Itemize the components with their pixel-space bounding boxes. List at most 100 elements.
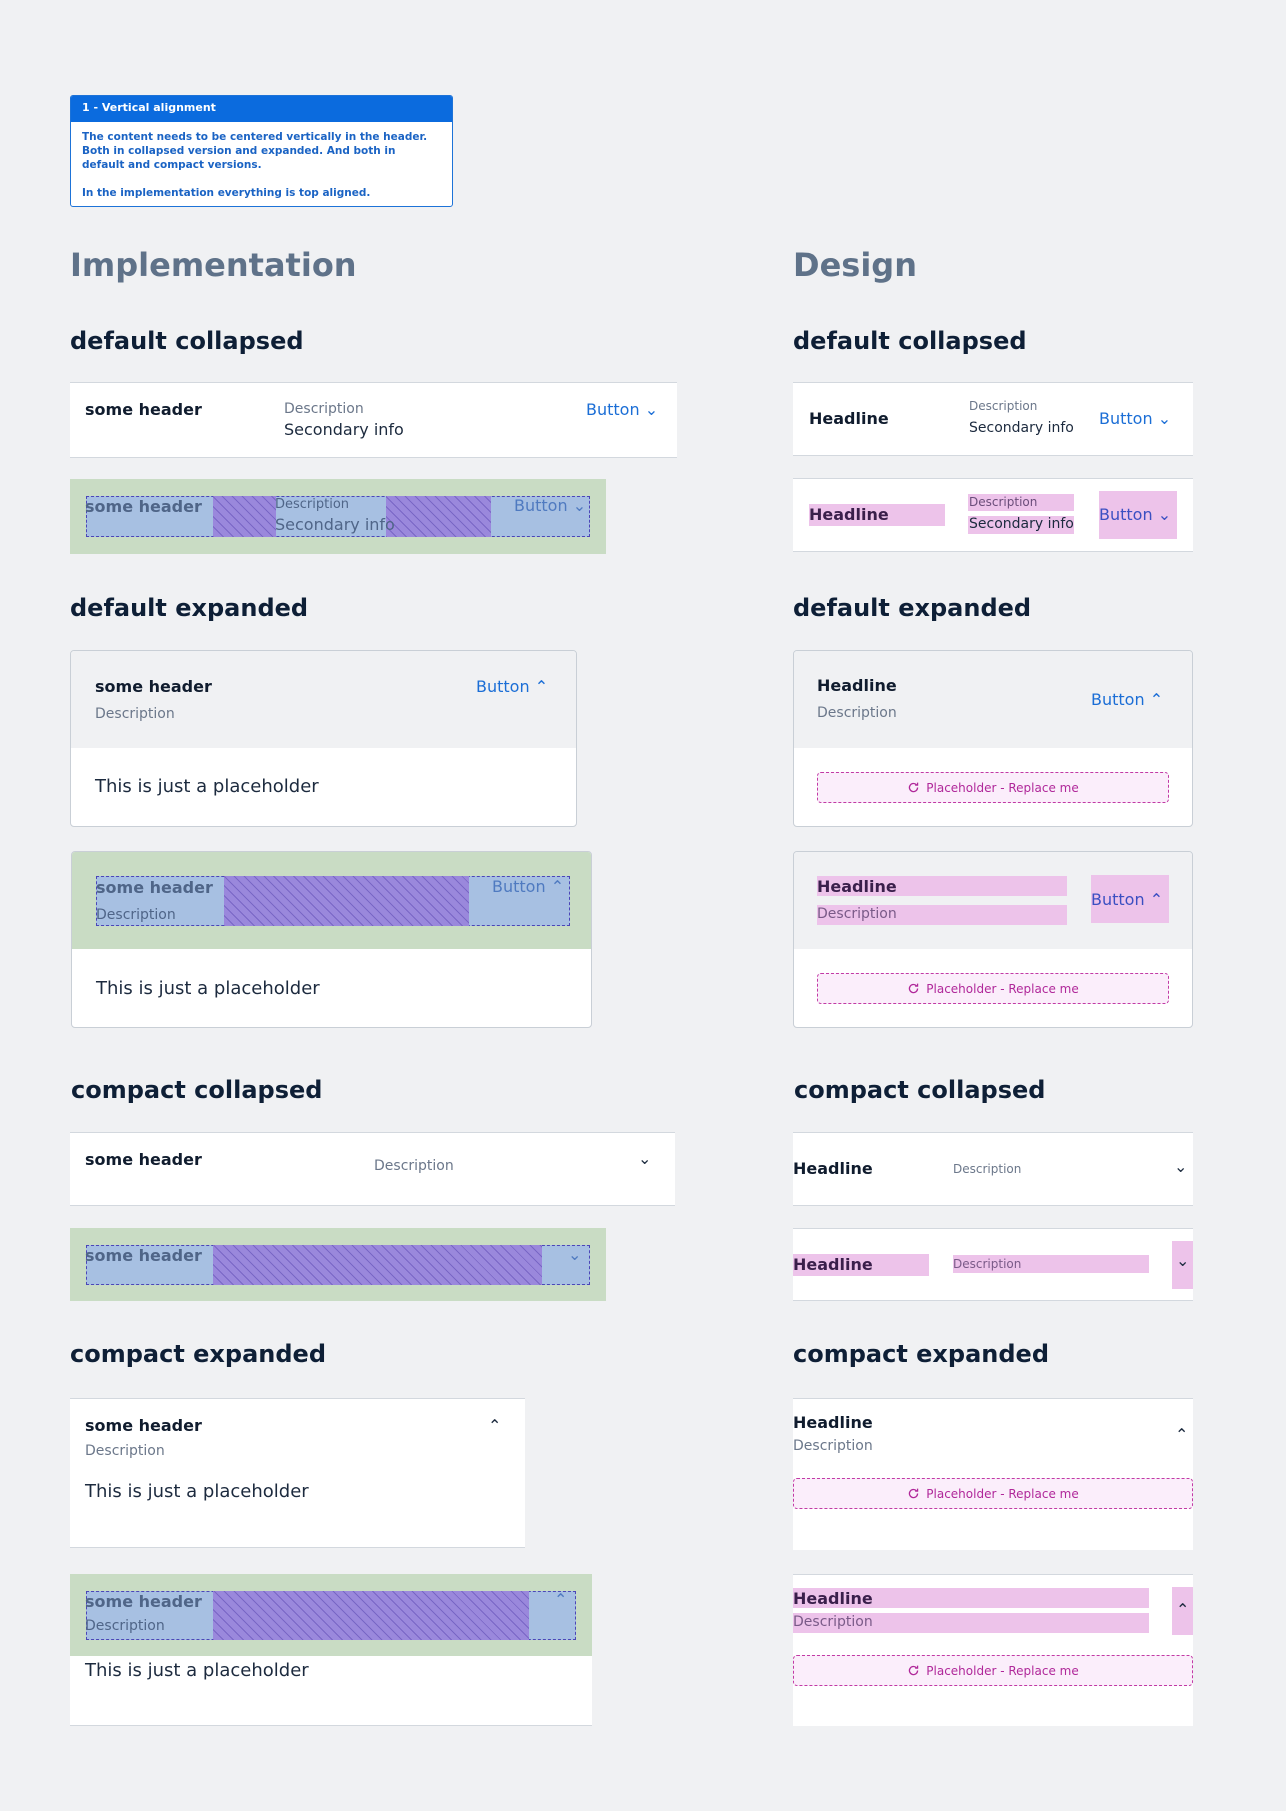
overlay-content: This is just a placeholder [85, 1660, 309, 1681]
placeholder-label: Placeholder - Replace me [926, 1663, 1079, 1678]
accordion-header-title: Headline [793, 1255, 873, 1274]
section-title: compact collapsed [71, 1076, 323, 1104]
design-accordion-compact-collapsed[interactable]: Headline Description ⌄ [793, 1132, 1193, 1206]
accordion-secondary-info: Secondary info [284, 420, 404, 439]
section-title: default collapsed [70, 327, 304, 355]
overlay-gap [386, 496, 491, 537]
accordion-header-title: some header [95, 677, 212, 696]
placeholder-label: Placeholder - Replace me [926, 1486, 1079, 1501]
overlay-pink [817, 905, 1067, 925]
accordion-compact-collapsed[interactable]: some header Description ⌄ [70, 1132, 675, 1206]
overlay-content: This is just a placeholder [96, 978, 320, 999]
chevron-up-icon[interactable]: ⌃ [1175, 1425, 1189, 1444]
accordion-button[interactable]: Button ⌃ [1091, 690, 1163, 709]
chevron-down-icon[interactable]: ⌄ [638, 1149, 652, 1168]
accordion-secondary-info: Secondary info [969, 516, 1074, 532]
overlay-default-collapsed: some header Description Secondary info B… [70, 479, 606, 554]
overlay-header-title: some header [85, 1246, 202, 1265]
chevron-down-icon: ⌄ [1157, 505, 1172, 524]
refresh-icon [909, 1488, 919, 1499]
chevron-up-icon: ⌃ [534, 677, 549, 696]
accordion-compact-expanded[interactable]: some header Description ⌃ This is just a… [70, 1398, 525, 1548]
design-accordion-default-collapsed[interactable]: Headline Description Secondary info Butt… [793, 382, 1193, 456]
chevron-up-icon: ⌃ [550, 877, 565, 896]
issue-note: 1 - Vertical alignment The content needs… [70, 95, 453, 207]
accordion-description: Description [85, 1443, 165, 1459]
design-title: Design [793, 246, 917, 284]
accordion-header-title: Headline [793, 1159, 873, 1178]
accordion-button[interactable]: Button ⌄ [1099, 409, 1171, 428]
accordion-default-expanded[interactable]: some header Description Button ⌃ This is… [70, 650, 577, 827]
overlay-gap [213, 496, 276, 537]
accordion-header-title: some header [85, 400, 202, 419]
chevron-up-icon: ⌃ [1176, 1600, 1190, 1619]
placeholder-slot: Placeholder - Replace me [817, 973, 1169, 1004]
accordion-button[interactable]: Button ⌄ [586, 400, 658, 419]
implementation-title: Implementation [70, 246, 357, 284]
chevron-up-icon: ⌃ [1149, 890, 1164, 909]
design-overlay-compact-collapsed: Headline Description ⌄ [793, 1228, 1193, 1301]
issue-note-title: 1 - Vertical alignment [71, 96, 452, 122]
accordion-header-title: Headline [809, 409, 889, 428]
section-title: compact collapsed [794, 1076, 1046, 1104]
overlay-description: Description [85, 1618, 165, 1634]
accordion-button-label: Button [1091, 690, 1145, 709]
section-title: compact expanded [70, 1340, 327, 1368]
overlay-button: Button ⌄ [514, 496, 586, 515]
section-title: default collapsed [793, 327, 1027, 355]
accordion-description: Description [953, 1162, 1022, 1176]
overlay-pink [968, 494, 1074, 511]
accordion-default-collapsed[interactable]: some header Description Secondary info B… [70, 382, 677, 458]
design-accordion-compact-expanded[interactable]: Headline Description ⌃ Placeholder - Rep… [793, 1398, 1193, 1550]
design-accordion-default-expanded[interactable]: Headline Description Button ⌃ Placeholde… [793, 650, 1193, 827]
accordion-header[interactable] [71, 651, 576, 748]
chevron-down-icon: ⌄ [572, 496, 587, 515]
overlay-button: Button ⌃ [492, 877, 564, 896]
accordion-description: Description [969, 399, 1038, 413]
section-title: default expanded [793, 594, 1032, 622]
overlay-header-title: some header [85, 497, 202, 516]
overlay-button: Button ⌄ [1099, 505, 1171, 524]
accordion-header-title: Headline [793, 1589, 873, 1608]
overlay-pink [1099, 491, 1177, 539]
overlay-gap [213, 1245, 542, 1285]
accordion-header[interactable] [794, 651, 1192, 748]
issue-note-text: The content needs to be centered vertica… [82, 131, 428, 171]
accordion-button-label: Button [476, 677, 530, 696]
accordion-description: Description [969, 495, 1038, 509]
accordion-secondary-info: Secondary info [969, 420, 1074, 436]
placeholder-slot: Placeholder - Replace me [793, 1478, 1193, 1509]
overlay-pink [793, 1254, 929, 1276]
refresh-icon [909, 983, 919, 994]
overlay-pink [817, 876, 1067, 896]
accordion-header-title: Headline [817, 676, 897, 695]
overlay-pink [809, 504, 945, 526]
overlay-button-label: Button [1091, 890, 1145, 909]
accordion-description: Description [953, 1257, 1022, 1271]
overlay-pink [793, 1613, 1149, 1633]
overlay-compact-collapsed: some header ⌄ [70, 1228, 606, 1301]
overlay-content-box [86, 496, 590, 537]
chevron-down-icon: ⌄ [644, 400, 659, 419]
overlay-pink [953, 1255, 1149, 1273]
chevron-up-icon: ⌃ [554, 1590, 568, 1609]
refresh-icon [909, 1665, 919, 1676]
accordion-header-title: Headline [817, 877, 897, 896]
refresh-icon [909, 782, 919, 793]
overlay-button: Button ⌃ [1091, 890, 1163, 909]
overlay-default-expanded: some header Description Button ⌃ This is… [71, 851, 592, 1028]
placeholder-label: Placeholder - Replace me [926, 780, 1079, 795]
chevron-down-icon: ⌄ [1157, 409, 1172, 428]
overlay-gap [224, 876, 469, 926]
overlay-pink [1172, 1587, 1193, 1635]
issue-note-text: In the implementation everything is top … [82, 187, 371, 199]
accordion-description: Description [817, 906, 897, 922]
accordion-header-title: Headline [793, 1413, 873, 1432]
placeholder-slot: Placeholder - Replace me [793, 1655, 1193, 1686]
chevron-down-icon[interactable]: ⌄ [1174, 1157, 1188, 1176]
accordion-description: Description [95, 706, 175, 722]
overlay-button-label: Button [492, 877, 546, 896]
overlay-pink [1172, 1241, 1193, 1289]
accordion-button[interactable]: Button ⌃ [476, 677, 548, 696]
chevron-up-icon[interactable]: ⌃ [488, 1416, 502, 1435]
